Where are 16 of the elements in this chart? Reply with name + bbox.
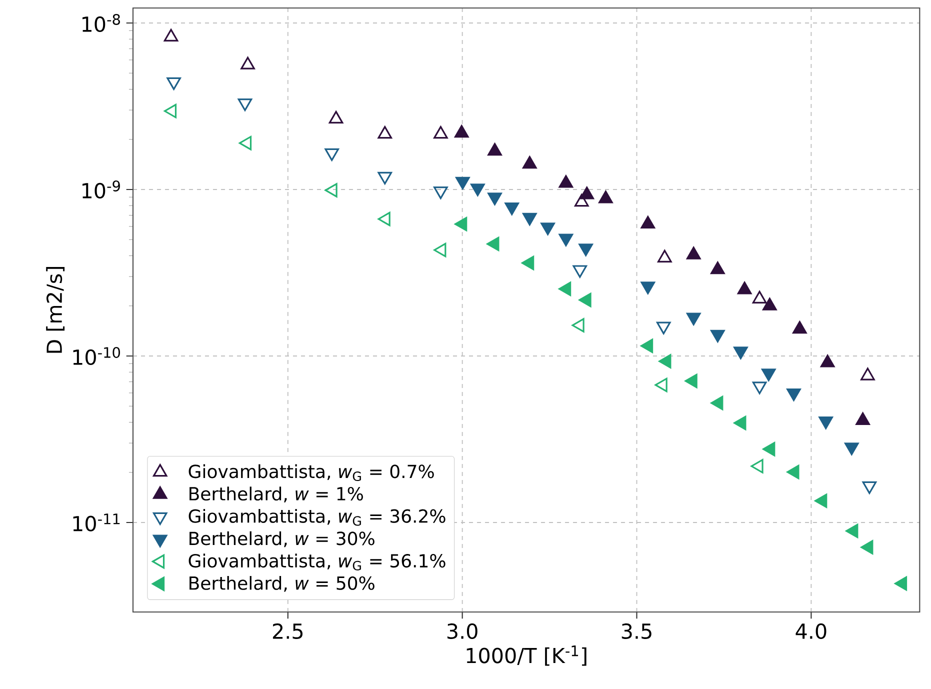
- y-tick-label: 10$^{-11}$: [73, 514, 120, 532]
- y-tick-label: 10$^{-9}$: [82, 180, 120, 198]
- legend-label: Giovambattista, w$_{G}$ = 0.7%: [188, 464, 434, 482]
- legend-label: Berthelard, w = 30%: [190, 531, 374, 548]
- x-tick-label: 3.0: [447, 623, 478, 640]
- x-tick-label: 4.0: [796, 623, 826, 640]
- x-tick-label: 2.5: [272, 623, 303, 640]
- x-axis-title: 1000/T [K$^{-1}$]: [466, 646, 586, 666]
- y-tick-label: 10$^{-10}$: [73, 346, 120, 366]
- legend-label: Berthelard, w = 1%: [190, 486, 363, 502]
- legend-label: Giovambattista, w$_{G}$ = 56.1%: [188, 554, 446, 570]
- y-tick-label: 10$^{-8}$: [82, 14, 120, 32]
- y-axis-title: D [m2/s]: [46, 267, 65, 353]
- x-tick-label: 3.5: [622, 623, 652, 640]
- legend-label: Berthelard, w = 50%: [190, 576, 374, 592]
- legend-label: Giovambattista, w$_{G}$ = 36.2%: [188, 508, 446, 526]
